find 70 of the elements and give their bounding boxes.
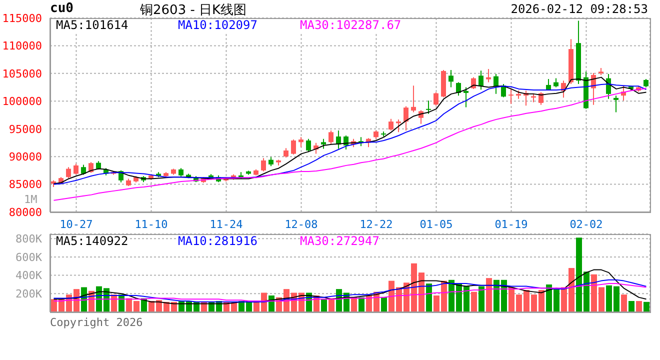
text: MA10:281916 bbox=[178, 234, 258, 248]
y-tick-label: 90000 bbox=[8, 150, 42, 164]
y-tick-label: 105000 bbox=[2, 67, 42, 80]
x-tick-label: 11-24 bbox=[210, 218, 244, 231]
bar bbox=[426, 284, 432, 312]
line-series bbox=[53, 283, 647, 302]
bar bbox=[486, 278, 492, 312]
candlestick bbox=[426, 100, 431, 114]
y-tick-label: 80000 bbox=[8, 206, 42, 219]
text: 2026-02-12 09:28:53 bbox=[510, 2, 648, 16]
bar bbox=[628, 300, 634, 312]
chart-title: 铜2603 - 日K线图 bbox=[140, 2, 247, 19]
bar bbox=[471, 292, 477, 312]
candlestick bbox=[508, 88, 514, 104]
x-tick-label: 02-02 bbox=[570, 218, 603, 231]
candlestick bbox=[81, 164, 86, 176]
y-tick-label: 115000 bbox=[2, 12, 42, 25]
y-tick-label: 600K bbox=[16, 250, 42, 264]
x-tick-label: 01-19 bbox=[494, 218, 528, 231]
candlestick bbox=[66, 166, 71, 179]
candlestick bbox=[388, 118, 394, 132]
x-tick-label: 12-22 bbox=[360, 218, 393, 231]
y-tick-label: 95000 bbox=[8, 122, 42, 136]
bar bbox=[321, 299, 327, 312]
bar bbox=[381, 297, 387, 312]
candlestick bbox=[494, 73, 498, 94]
text: Copyright 2026 bbox=[50, 316, 143, 329]
candlestick bbox=[328, 130, 334, 144]
candlestick bbox=[321, 138, 326, 150]
candlestick bbox=[298, 136, 304, 148]
candlestick bbox=[448, 69, 454, 88]
candlestick bbox=[486, 68, 491, 83]
candlestick bbox=[456, 82, 461, 96]
bar bbox=[644, 302, 650, 312]
y-tick-label: 100000 bbox=[2, 95, 42, 108]
x-tick-label: 01-05 bbox=[420, 218, 453, 231]
candlestick bbox=[478, 70, 484, 90]
text: MA10:102097 bbox=[178, 18, 258, 32]
candlestick bbox=[614, 95, 618, 113]
text: 1M bbox=[24, 193, 38, 206]
candlestick bbox=[306, 138, 311, 153]
bar bbox=[328, 298, 334, 312]
candlestick bbox=[411, 85, 416, 113]
bar bbox=[636, 300, 642, 312]
candlestick bbox=[261, 158, 266, 172]
candlestick bbox=[396, 119, 401, 133]
y-tick-label: 200K bbox=[16, 288, 42, 301]
line-series bbox=[53, 269, 647, 304]
text: cu0 bbox=[50, 1, 74, 16]
text: MA30:102287.67 bbox=[300, 18, 402, 32]
text: MA5:101614 bbox=[56, 18, 128, 32]
x-tick-label: 11-10 bbox=[134, 218, 168, 231]
x-tick-label: 10-27 bbox=[60, 218, 93, 231]
text: MA5:140922 bbox=[56, 234, 128, 248]
candlestick bbox=[464, 86, 468, 108]
bar bbox=[478, 286, 484, 312]
x-tick-label: 12-08 bbox=[284, 218, 318, 231]
candlestick bbox=[434, 92, 438, 106]
candlestick bbox=[404, 106, 408, 132]
y-tick-label: 85000 bbox=[8, 178, 42, 192]
line-series bbox=[53, 88, 647, 201]
candlestick bbox=[74, 163, 78, 175]
line-series bbox=[53, 279, 647, 302]
bar bbox=[621, 294, 627, 312]
y-tick-label: 400K bbox=[16, 269, 42, 282]
y-tick-label: 110000 bbox=[2, 40, 42, 53]
candlestick bbox=[284, 148, 288, 158]
y-tick-label: 800K bbox=[16, 232, 42, 246]
text: MA30:272947 bbox=[300, 234, 380, 248]
candlestick bbox=[291, 139, 296, 155]
